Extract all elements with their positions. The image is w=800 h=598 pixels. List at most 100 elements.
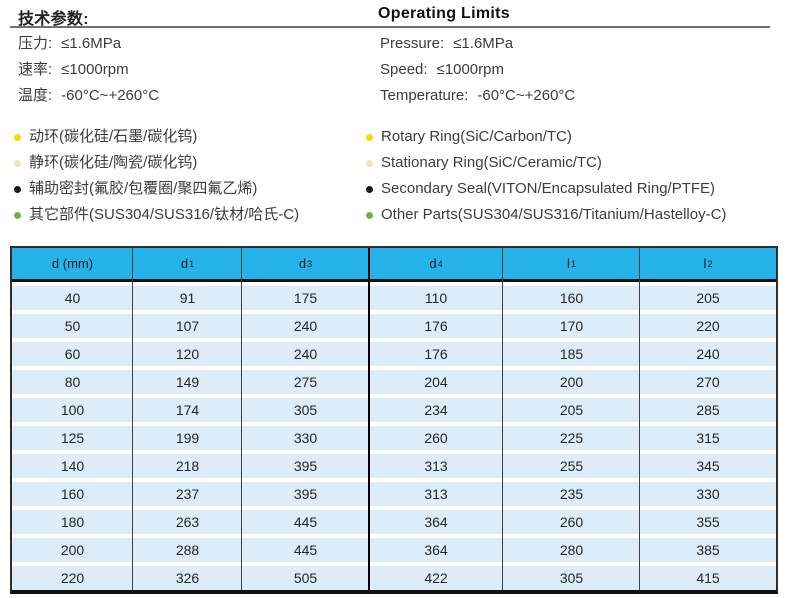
table-cell: 110	[424, 290, 448, 306]
material-label: Rotary Ring(SiC/Carbon/TC)	[381, 128, 572, 145]
table-cell: 50	[64, 318, 81, 334]
param-value: ≤1.6MPa	[61, 35, 122, 52]
section-title-en: Operating Limits	[378, 5, 510, 22]
table-row: 160 237 395 313 235 330	[12, 478, 776, 506]
material-label: 动环(碳化硅/石墨/碳化钨)	[29, 128, 198, 145]
material-label: 其它部件(SUS304/SUS316/钛材/哈氏-C)	[29, 206, 300, 223]
bullet-icon	[366, 133, 373, 141]
table-body: 40 91 175 110 160 205 50 107 240 176 170 220 60 120 24…	[12, 282, 776, 590]
column-label: d	[180, 256, 189, 271]
table-cell: 225	[559, 430, 584, 446]
table-cell: 220	[60, 570, 85, 586]
table-cell: 385	[696, 542, 720, 558]
table-cell: 91	[179, 290, 196, 306]
param-label: Pressure:	[380, 35, 445, 52]
table-header-cell: d (mm)	[12, 248, 133, 279]
table-cell: 176	[424, 346, 448, 362]
bullet-icon	[366, 159, 373, 167]
table-cell: 170	[559, 318, 584, 334]
table-cell: 240	[293, 346, 318, 362]
table-row: 180 263 445 364 260 355	[12, 506, 776, 534]
table-cell: 280	[559, 542, 584, 558]
material-item: 辅助密封(氟胶/包覆圈/聚四氟乙烯)	[14, 176, 299, 202]
table-cell: 313	[424, 458, 448, 474]
divider-rule	[10, 26, 770, 28]
table-cell: 255	[559, 458, 584, 474]
table-cell: 185	[559, 346, 584, 362]
material-item: 其它部件(SUS304/SUS316/钛材/哈氏-C)	[14, 202, 299, 228]
param-label: 温度:	[18, 87, 53, 104]
param-value: ≤1000rpm	[61, 61, 129, 78]
table-cell: 260	[424, 430, 448, 446]
param-label: Speed:	[380, 61, 428, 78]
param-list-zh: 压力: ≤1.6MPa 速率: ≤1000rpm 温度: -60°C~+260°C	[18, 31, 159, 109]
table-cell: 395	[293, 486, 318, 502]
param-value: ≤1000rpm	[436, 61, 504, 78]
table-cell: 218	[175, 458, 200, 474]
table-cell: 235	[559, 486, 584, 502]
table-cell: 176	[424, 318, 448, 334]
materials-list-zh: 动环(碳化硅/石墨/碳化钨) 静环(碳化硅/陶瓷/碳化钨) 辅助密封(氟胶/包覆圈/…	[14, 124, 299, 228]
table-cell: 40	[64, 290, 81, 306]
table-cell: 315	[696, 430, 720, 446]
table-cell: 149	[175, 374, 200, 390]
table-cell: 175	[293, 290, 318, 306]
table-cell: 125	[60, 430, 85, 446]
column-subscript: 2	[707, 258, 713, 269]
bullet-icon	[366, 211, 373, 219]
table-cell: 107	[175, 318, 200, 334]
table-row: 40 91 175 110 160 205	[12, 282, 776, 310]
material-item: Rotary Ring(SiC/Carbon/TC)	[366, 124, 726, 150]
table-cell: 395	[293, 458, 318, 474]
bullet-icon	[14, 211, 21, 219]
column-subscript: 4	[437, 258, 443, 269]
bullet-icon	[366, 185, 373, 193]
table-cell: 80	[64, 374, 81, 390]
material-item: 动环(碳化硅/石墨/碳化钨)	[14, 124, 299, 150]
param-list-en: Pressure: ≤1.6MPa Speed: ≤1000rpm Temperatur…	[380, 31, 575, 109]
table-cell: 174	[175, 402, 200, 418]
table-cell: 285	[696, 402, 720, 418]
table-cell: 200	[60, 542, 85, 558]
table-cell: 305	[293, 402, 318, 418]
column-label: l	[703, 256, 707, 271]
table-row: 125 199 330 260 225 315	[12, 422, 776, 450]
column-label: d (mm)	[51, 256, 94, 271]
param-label: 压力:	[18, 35, 53, 52]
table-cell: 270	[696, 374, 720, 390]
table-cell: 260	[559, 514, 584, 530]
bullet-icon	[14, 133, 21, 141]
table-cell: 263	[175, 514, 200, 530]
column-subscript: 1	[189, 258, 195, 269]
table-row: 50 107 240 176 170 220	[12, 310, 776, 338]
column-label: d	[298, 256, 307, 271]
section-title-zh: 技术参数:	[18, 11, 89, 28]
column-subscript: 1	[570, 258, 576, 269]
table-row: 200 288 445 364 280 385	[12, 534, 776, 562]
param-row-en: Temperature: -60°C~+260°C	[380, 83, 575, 109]
table-row: 220 326 505 422 305 415	[12, 562, 776, 590]
table-cell: 205	[559, 402, 584, 418]
table-cell: 180	[60, 514, 85, 530]
table-cell: 237	[175, 486, 200, 502]
param-row-zh: 速率: ≤1000rpm	[18, 57, 159, 83]
param-row-zh: 压力: ≤1.6MPa	[18, 31, 159, 57]
table-cell: 326	[175, 570, 200, 586]
table-cell: 120	[175, 346, 200, 362]
table-cell: 160	[60, 486, 85, 502]
table-row: 140 218 395 313 255 345	[12, 450, 776, 478]
param-row-zh: 温度: -60°C~+260°C	[18, 83, 159, 109]
table-cell: 60	[64, 346, 81, 362]
table-cell: 330	[293, 430, 318, 446]
param-row-en: Speed: ≤1000rpm	[380, 57, 575, 83]
table-cell: 275	[293, 374, 318, 390]
table-cell: 234	[424, 402, 448, 418]
table-cell: 204	[424, 374, 448, 390]
param-row-en: Pressure: ≤1.6MPa	[380, 31, 575, 57]
table-cell: 313	[424, 486, 448, 502]
column-label: l	[567, 256, 570, 271]
column-label: d	[429, 256, 437, 271]
